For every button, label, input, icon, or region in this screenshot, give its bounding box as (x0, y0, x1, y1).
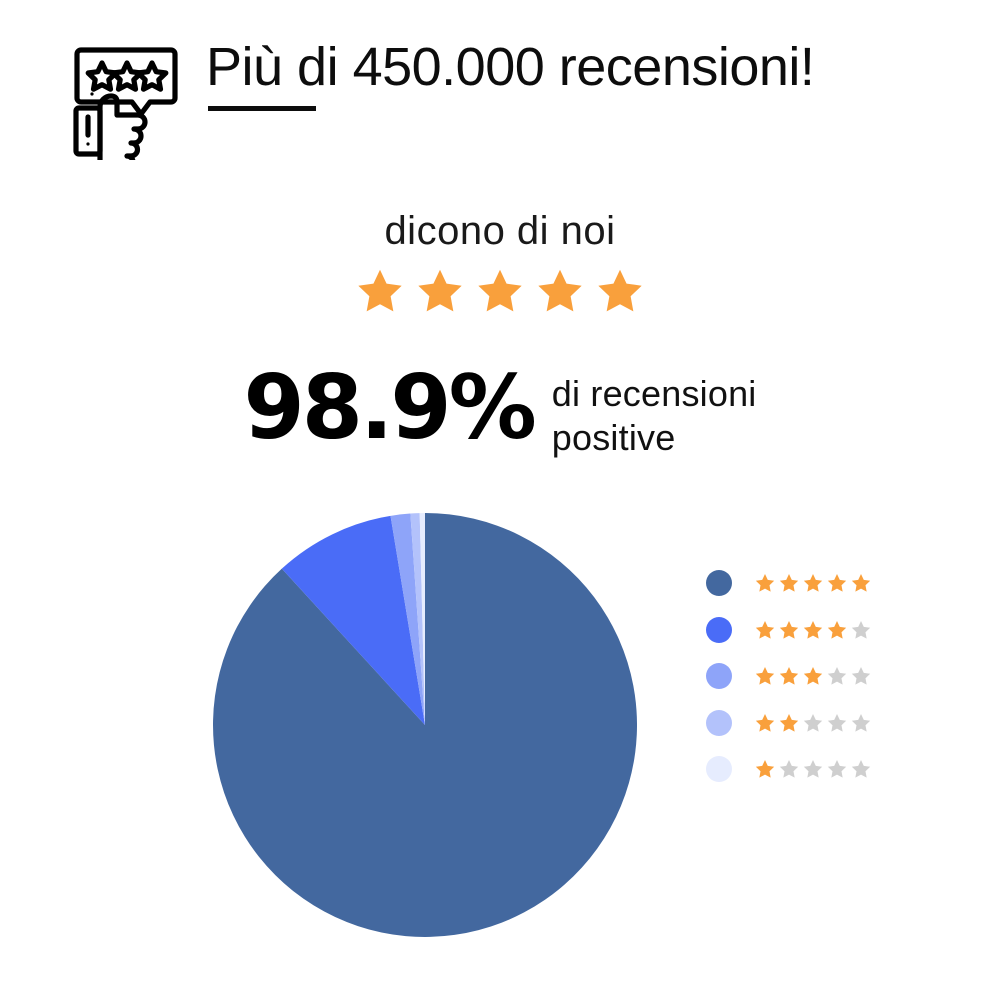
legend-star-4-2 (779, 713, 799, 732)
legend-star-2-4 (827, 620, 847, 639)
legend-star-1-4 (827, 574, 847, 592)
hero-star-2 (418, 269, 462, 312)
legend-star-5-5 (851, 760, 871, 778)
pie-slice-4 (281, 515, 425, 725)
thumbs-up-review-icon (70, 42, 182, 171)
legend-star-3-2 (779, 667, 799, 685)
legend-star-2-5 (851, 620, 871, 639)
percentage-caption-line1: di recensioni (551, 373, 757, 414)
legend-star-2-3 (803, 620, 823, 639)
rating-distribution-pie-chart (213, 513, 637, 937)
percentage-caption-line2: positive (551, 417, 676, 458)
chart-legend (706, 560, 906, 793)
hero-star-1 (358, 269, 402, 312)
legend-row[interactable] (706, 700, 906, 747)
legend-star-5-3 (803, 760, 823, 778)
legend-row[interactable] (706, 653, 906, 700)
legend-star-4-5 (851, 713, 871, 732)
legend-color-dot (706, 570, 732, 597)
legend-star-4-3 (803, 713, 823, 732)
percentage-value: 98.9% (243, 356, 536, 459)
legend-row[interactable] (706, 560, 906, 607)
legend-star-rating (754, 758, 872, 780)
pie-slice-1 (419, 513, 425, 725)
pie-slice-2 (410, 513, 425, 725)
legend-star-1-5 (851, 574, 871, 592)
legend-star-3-5 (851, 667, 871, 685)
legend-color-dot (706, 663, 732, 690)
hero-star-rating (0, 265, 1000, 317)
legend-star-5-2 (779, 760, 799, 778)
legend-star-4-1 (755, 713, 775, 732)
legend-star-4-4 (827, 713, 847, 732)
legend-star-rating (754, 665, 872, 687)
legend-star-rating (754, 572, 872, 594)
legend-row[interactable] (706, 607, 906, 654)
pie-slice-5 (213, 513, 637, 937)
title-underline (208, 106, 316, 111)
legend-star-3-3 (803, 667, 823, 685)
legend-row[interactable] (706, 746, 906, 793)
legend-star-3-4 (827, 667, 847, 685)
percentage-caption: di recensioni positive (552, 372, 757, 460)
legend-star-5-1 (755, 760, 775, 778)
legend-star-2-2 (779, 620, 799, 639)
legend-star-rating (754, 712, 872, 734)
positive-reviews-stat: 98.9% di recensioni positive (0, 358, 1000, 460)
legend-color-dot (706, 709, 732, 736)
legend-star-1-2 (779, 574, 799, 592)
hero-star-4 (538, 269, 582, 312)
legend-star-5-4 (827, 760, 847, 778)
hero-star-3 (478, 269, 522, 312)
legend-star-2-1 (755, 620, 775, 639)
legend-color-dot (706, 756, 732, 783)
subheading-label: dicono di noi (384, 209, 616, 253)
page-title: Più di 450.000 recensioni! (206, 37, 815, 97)
legend-star-1-1 (755, 574, 775, 592)
hero-star-5 (598, 269, 642, 312)
legend-star-rating (754, 619, 872, 641)
subheading-section: dicono di noi (0, 205, 1000, 317)
legend-star-3-1 (755, 667, 775, 685)
header: Più di 450.000 recensioni! (0, 0, 1000, 180)
legend-color-dot (706, 616, 732, 643)
legend-star-1-3 (803, 574, 823, 592)
pie-slice-3 (390, 513, 425, 725)
